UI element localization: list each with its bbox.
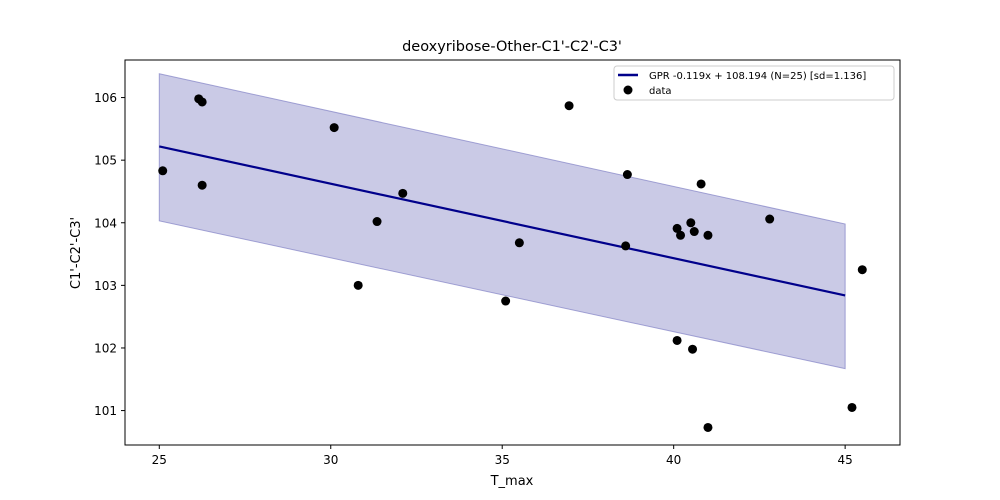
data-point — [514, 238, 524, 248]
data-point — [686, 218, 696, 228]
y-tick-label: 104 — [94, 216, 117, 230]
data-point — [398, 188, 408, 198]
data-point — [158, 166, 168, 176]
data-point — [696, 179, 706, 189]
x-tick-label: 35 — [495, 453, 510, 467]
data-point — [329, 123, 339, 133]
data-point — [197, 180, 207, 190]
data-point — [672, 335, 682, 345]
data-point — [621, 241, 631, 251]
data-point — [622, 170, 632, 180]
data-point — [688, 344, 698, 354]
data-point — [372, 217, 382, 227]
regression-line — [159, 145, 846, 297]
x-tick-label: 45 — [837, 453, 852, 467]
data-point — [501, 296, 511, 306]
x-axis-title: T_max — [490, 474, 534, 489]
legend-label-fit: GPR -0.119x + 108.194 (N=25) [sd=1.136] — [649, 71, 866, 82]
data-point — [197, 97, 207, 107]
y-axis-title: C1'-C2'-C3' — [69, 217, 84, 289]
x-axis: 25 30 35 40 45 — [152, 445, 853, 467]
plot-area — [158, 73, 867, 432]
data-point — [672, 223, 682, 233]
x-tick-label: 30 — [323, 453, 338, 467]
legend-marker-swatch — [623, 85, 633, 95]
axes-frame — [124, 59, 901, 446]
data-point — [765, 214, 775, 224]
y-tick-label: 106 — [94, 91, 117, 105]
x-tick-label: 40 — [666, 453, 681, 467]
data-point — [703, 230, 713, 240]
data-point — [847, 402, 857, 412]
data-point — [676, 230, 686, 240]
data-point — [857, 265, 867, 275]
x-tick-label: 25 — [152, 453, 167, 467]
legend: GPR -0.119x + 108.194 (N=25) [sd=1.136] … — [613, 65, 895, 101]
y-tick-label: 105 — [94, 154, 117, 168]
data-point — [703, 422, 713, 432]
data-point — [353, 280, 363, 290]
y-axis: 101 102 103 104 105 106 — [94, 91, 125, 418]
chart-title: deoxyribose-Other-C1'-C2'-C3' — [402, 39, 622, 55]
legend-box — [613, 65, 895, 101]
data-point — [689, 227, 699, 237]
legend-label-data: data — [649, 86, 672, 97]
y-tick-label: 102 — [94, 341, 117, 355]
y-tick-label: 101 — [94, 404, 117, 418]
y-tick-label: 103 — [94, 279, 117, 293]
data-point — [564, 101, 574, 111]
